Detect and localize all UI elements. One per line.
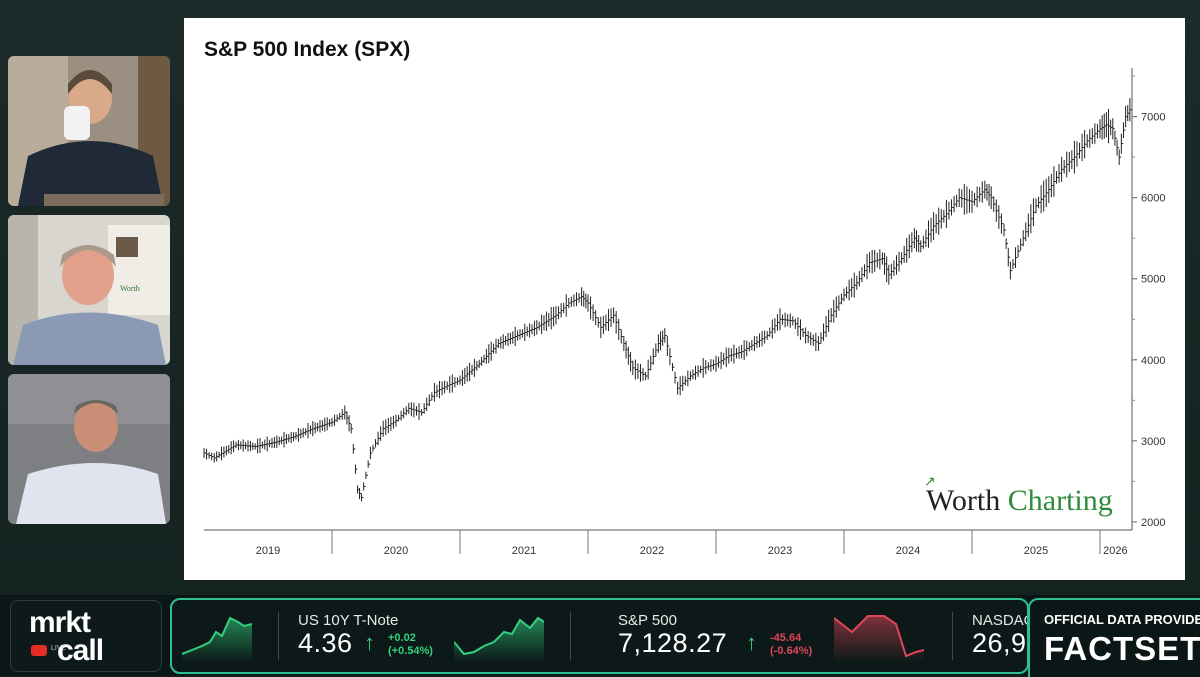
sparkline-10y [454, 616, 544, 662]
x-tick-label: 2026 [1103, 545, 1127, 557]
ticker-change-10y: +0.02 (+0.54%) [388, 632, 433, 657]
price-chart: 2000 3000 4000 5000 6000 7000 2019 2020 2021 2022… [203, 68, 1165, 557]
y-tick-label: 7000 [1141, 112, 1165, 124]
logo-line-1: mrkt [29, 606, 91, 639]
ticker-divider [952, 612, 953, 660]
y-tick-label: 5000 [1141, 274, 1165, 286]
up-arrow-icon: ↑ [746, 630, 757, 655]
ticker-name-nasdaq: NASDAQ [972, 612, 1027, 629]
sparkline-1 [182, 616, 252, 662]
provider-name: FACTSET [1044, 630, 1200, 667]
y-tick-label: 3000 [1141, 436, 1165, 448]
y-tick-label: 6000 [1141, 193, 1165, 205]
live-badge: LIVE [51, 645, 67, 652]
up-arrow-icon: ↑ [364, 630, 375, 655]
brand-text-worth: Worth [926, 484, 1008, 517]
chart-panel: S&P 500 Index (SPX) 2000 3000 4000 5000 6000… [184, 18, 1185, 580]
logo-line-2: call [57, 634, 104, 667]
brand-arrow-icon: ↗ [924, 475, 936, 490]
brand-logo: ↗ Worth Charting [924, 475, 1113, 518]
provider-label: OFFICIAL DATA PROVIDER [1044, 612, 1200, 627]
ticker-value-spx: 7,128.27 [618, 628, 728, 658]
ticker-divider [570, 612, 571, 660]
market-ticker: US 10Y T-Note 4.36 ↑ +0.02 (+0.54%) S&P 5… [170, 598, 1029, 674]
y-tick-label: 2000 [1141, 517, 1165, 529]
x-tick-label: 2020 [384, 545, 408, 557]
chart-title: S&P 500 Index (SPX) [204, 38, 411, 61]
x-tick-label: 2019 [256, 545, 280, 557]
data-provider-badge: OFFICIAL DATA PROVIDER FACTSET [1028, 598, 1200, 677]
svg-text:Worth: Worth [120, 284, 140, 293]
ticker-value-10y: 4.36 [298, 628, 353, 658]
x-tick-label: 2022 [640, 545, 664, 557]
ticker-name-10y: US 10Y T-Note [298, 612, 399, 629]
participant-video-3[interactable] [8, 374, 170, 524]
ticker-value-nasdaq: 26,9 [972, 628, 1027, 658]
youtube-icon [31, 645, 47, 656]
brand-text-charting: Charting [1007, 484, 1113, 517]
ticker-name-spx: S&P 500 [618, 612, 677, 629]
ticker-divider [278, 612, 279, 660]
show-logo: mrkt call LIVE [10, 600, 162, 672]
sparkline-spx [834, 615, 924, 662]
x-tick-label: 2021 [512, 545, 536, 557]
x-tick-label: 2025 [1024, 545, 1048, 557]
participant-video-1[interactable] [8, 56, 170, 206]
x-tick-label: 2024 [896, 545, 920, 557]
x-tick-label: 2023 [768, 545, 792, 557]
ticker-change-spx: -45.64 (-0.64%) [770, 632, 813, 657]
participant-video-2[interactable]: Worth [8, 215, 170, 365]
y-tick-label: 4000 [1141, 355, 1165, 367]
